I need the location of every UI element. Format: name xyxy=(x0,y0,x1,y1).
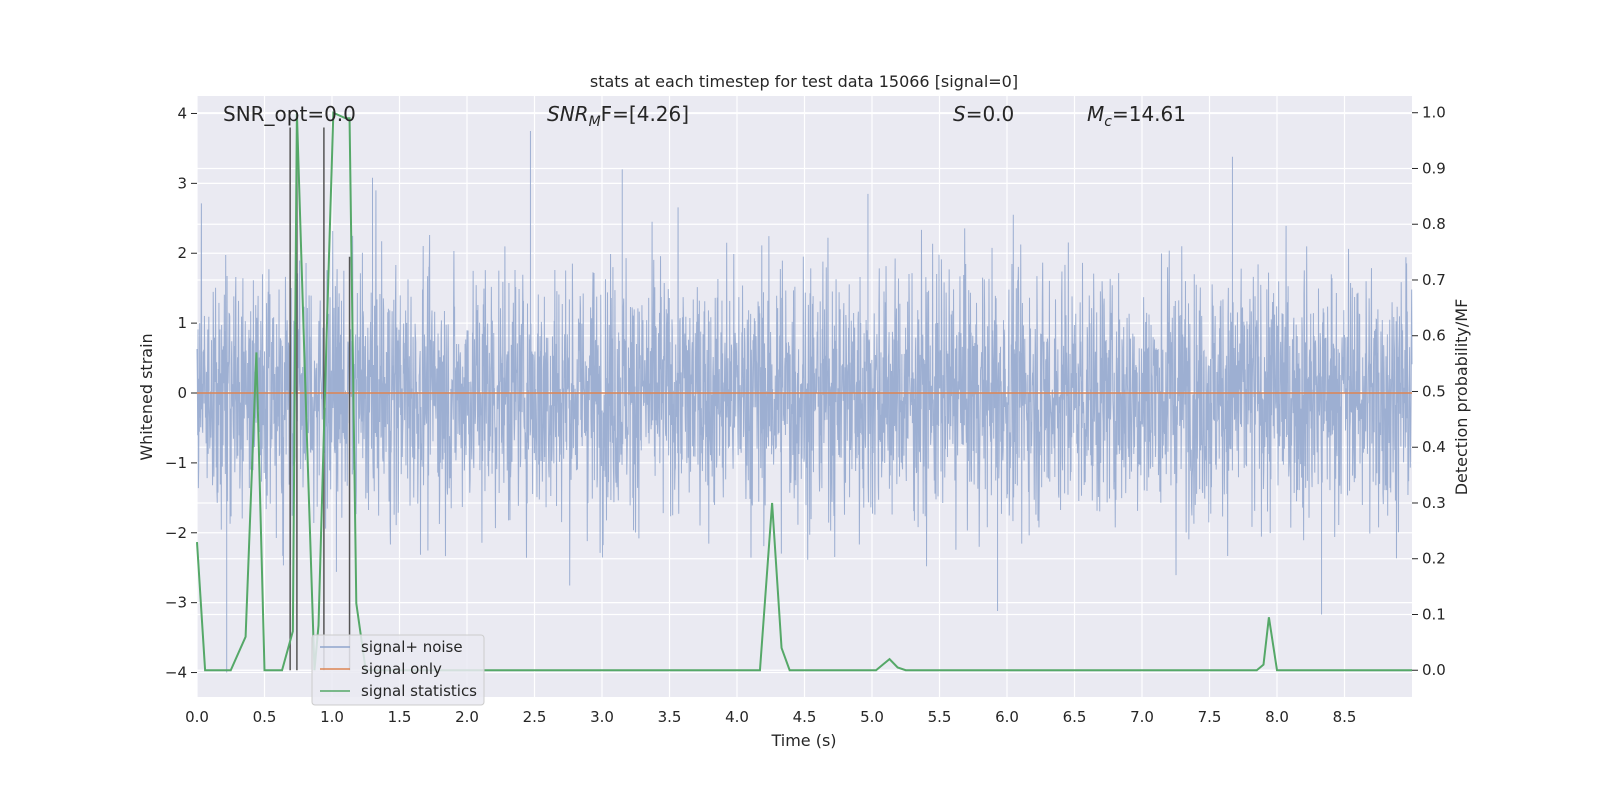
x-tick-label: 7.0 xyxy=(1130,708,1154,726)
series-signal-noise xyxy=(196,130,1413,673)
x-axis-title: Time (s) xyxy=(770,731,836,750)
y-tick-label: 1 xyxy=(177,314,187,332)
x-tick-label: 5.0 xyxy=(860,708,884,726)
legend-box xyxy=(311,634,485,706)
y-tick-label: 0 xyxy=(177,384,187,402)
x-tick-label: 5.5 xyxy=(928,708,952,726)
y-right-tick-label: 0.6 xyxy=(1422,327,1446,345)
x-tick-label: 3.5 xyxy=(658,708,682,726)
x-tick-label: 7.5 xyxy=(1198,708,1222,726)
annotation-mc: Mc=14.61 xyxy=(1087,102,1186,130)
y-right-tick-label: 0.7 xyxy=(1422,271,1446,289)
x-tick-label: 3.0 xyxy=(590,708,614,726)
x-tick-label: 6.5 xyxy=(1063,708,1087,726)
y-tick-label: 4 xyxy=(177,104,187,122)
legend-label-signal-statistics: signal statistics xyxy=(361,682,477,700)
y-tick-label: −1 xyxy=(165,454,187,472)
y-right-tick-label: 0.0 xyxy=(1422,661,1446,679)
y-right-axis-title: Detection probability/MF xyxy=(1452,299,1471,496)
x-tick-label: 0.0 xyxy=(185,708,209,726)
legend-label-signal-only: signal only xyxy=(361,660,442,678)
y-tick-label: 2 xyxy=(177,244,187,262)
x-tick-label: 2.0 xyxy=(455,708,479,726)
y-right-tick-label: 1.0 xyxy=(1422,104,1446,122)
x-tick-label: 1.5 xyxy=(388,708,412,726)
y-right-tick-label: 0.9 xyxy=(1422,159,1446,177)
y-tick-label: −3 xyxy=(165,594,187,612)
y-right-tick-label: 0.1 xyxy=(1422,605,1446,623)
y-right-tick-label: 0.8 xyxy=(1422,215,1446,233)
y-tick-label: −2 xyxy=(165,524,187,542)
y-tick-label: −4 xyxy=(165,664,187,682)
signal-noise-line xyxy=(196,130,1413,673)
series-signal-statistics xyxy=(196,111,1412,672)
x-tick-label: 0.5 xyxy=(253,708,277,726)
y-right-tick-label: 0.5 xyxy=(1422,382,1446,400)
tick-labels: 0.0 0.5 1.0 1.5 2.0 2.5 3.0 3.5 4.0 4.5 5.0 5.5 6.0 6… xyxy=(165,104,1446,726)
x-tick-label: 1.0 xyxy=(320,708,344,726)
chart-title: stats at each timestep for test data 150… xyxy=(590,72,1018,91)
y-axis-title: Whitened strain xyxy=(137,333,156,460)
legend: signal+ noise signal only signal statist… xyxy=(311,634,485,706)
legend-label-signal-noise: signal+ noise xyxy=(361,638,463,656)
annotation-snr-mf: SNRMF=[4.26] xyxy=(547,102,689,130)
y-right-tick-label: 0.4 xyxy=(1422,438,1446,456)
x-tick-label: 8.5 xyxy=(1333,708,1357,726)
annotation-s: S=0.0 xyxy=(953,102,1014,126)
y-right-tick-label: 0.2 xyxy=(1422,550,1446,568)
y-right-tick-label: 0.3 xyxy=(1422,494,1446,512)
y-tick-label: 3 xyxy=(177,174,187,192)
annotation-snr-opt: SNR_opt=0.0 xyxy=(223,102,356,126)
x-tick-label: 2.5 xyxy=(523,708,547,726)
x-tick-label: 4.5 xyxy=(793,708,817,726)
x-tick-label: 8.0 xyxy=(1265,708,1289,726)
x-tick-label: 4.0 xyxy=(725,708,749,726)
signal-statistics-line xyxy=(196,111,1412,672)
x-tick-label: 6.0 xyxy=(995,708,1019,726)
